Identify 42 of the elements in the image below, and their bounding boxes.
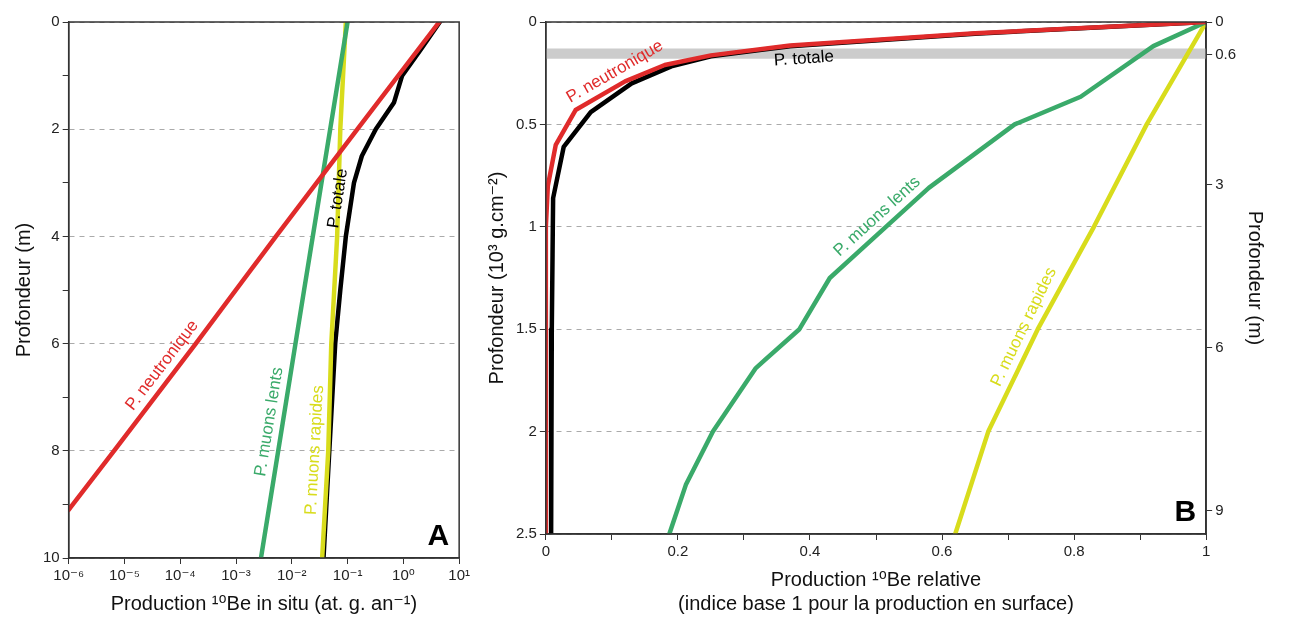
x-tick-label: 0.8 (1063, 542, 1085, 560)
x-tick-label: 10⁻² (277, 566, 307, 584)
y-tick-label: 10 (43, 548, 60, 566)
y-tick-label: 2 (51, 119, 60, 137)
text: P. totale (323, 167, 352, 230)
y-tick-label: 1.5 (515, 319, 537, 337)
annotation: B (1174, 494, 1197, 528)
series-label: P. totale (773, 46, 835, 70)
text: P. muons rapides (300, 384, 328, 516)
y-tick-label: 4 (51, 226, 60, 244)
x-tick-label: 0.2 (667, 542, 689, 560)
x-axis-title: Production ¹⁰Be in situ (at. g. an⁻¹) (110, 591, 418, 614)
y2-tick-label: 0 (1215, 12, 1224, 30)
y-tick-label: 6 (51, 333, 60, 351)
y2-tick-label: 9 (1215, 500, 1224, 518)
x-tick-label: 10⁻⁶ (53, 566, 85, 584)
x-tick-label: 10⁻¹ (332, 566, 363, 584)
y-tick-label: 0 (528, 12, 537, 30)
y-tick-label: 0.5 (515, 114, 537, 132)
x-tick-label: 10⁻³ (221, 566, 251, 584)
y-axis-title: Profondeur (m) (11, 222, 34, 358)
y-tick-label: 8 (51, 440, 60, 458)
y-tick-label: 0 (51, 12, 60, 30)
y2-tick-label: 0.6 (1215, 44, 1237, 62)
x-tick-label: 10⁰ (392, 566, 415, 584)
x-tick-label: 10⁻⁴ (164, 566, 196, 584)
y-axis-title: Profondeur (10³ g.cm⁻²) (484, 171, 507, 385)
x-tick-label: 10¹ (448, 566, 470, 584)
y2-tick-label: 3 (1215, 175, 1224, 193)
x-tick-label: 1 (1201, 542, 1211, 560)
y-tick-label: 1 (528, 216, 537, 234)
x-axis-title: Production ¹⁰Be relative (indice base 1 pour la production en surface) (678, 567, 1074, 614)
y-tick-label: 2 (528, 421, 537, 439)
x-tick-label: 0 (541, 542, 551, 560)
y-tick-label: 2.5 (515, 524, 537, 542)
x-tick-label: 10⁻⁵ (109, 566, 140, 584)
y2-axis-title: Profondeur (m) (1245, 210, 1268, 346)
text: P. muons lents (250, 365, 287, 478)
y2-tick-label: 6 (1215, 337, 1224, 355)
x-tick-label: 0.6 (931, 542, 953, 560)
annotation: A (427, 518, 450, 552)
x-tick-label: 0.4 (799, 542, 821, 560)
